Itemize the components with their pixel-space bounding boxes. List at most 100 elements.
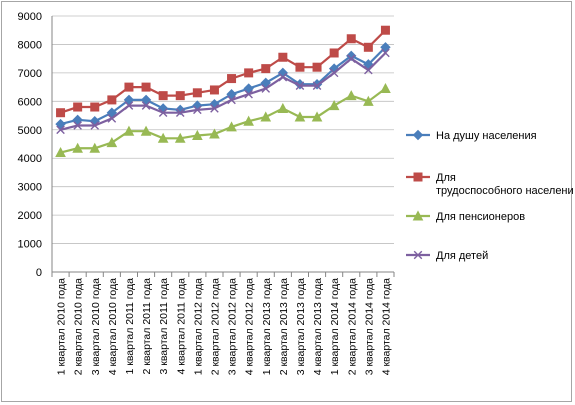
- data-point: [192, 88, 202, 98]
- data-point: [89, 142, 101, 153]
- legend-label: Для детей: [436, 250, 488, 262]
- data-point: [226, 121, 237, 132]
- data-point: [106, 137, 118, 148]
- y-tick-label: 4000: [18, 153, 42, 165]
- data-point: [364, 65, 373, 75]
- data-point: [124, 82, 134, 92]
- x-tick-label: 3 квартал 2012 года: [227, 278, 239, 375]
- legend-label-continued: трудоспособного населения: [436, 185, 573, 197]
- data-point: [295, 62, 305, 72]
- x-tick-label: 3 квартал 2014 года: [363, 278, 375, 375]
- y-tick-label: 6000: [18, 96, 42, 108]
- data-point: [72, 114, 83, 126]
- data-point: [141, 101, 151, 110]
- data-point: [174, 132, 186, 143]
- legend-label: Для: [436, 172, 456, 184]
- legend-label: На душу населения: [436, 130, 537, 142]
- data-point: [107, 114, 117, 123]
- x-tick-label: 1 квартал 2010 года: [56, 278, 68, 375]
- data-point: [55, 146, 66, 158]
- data-point: [261, 84, 271, 93]
- data-point: [346, 34, 356, 44]
- data-point: [261, 64, 271, 74]
- data-point: [380, 82, 391, 94]
- data-point: [140, 94, 152, 106]
- data-point: [123, 94, 135, 106]
- data-point: [107, 95, 117, 105]
- data-point: [209, 85, 219, 95]
- data-point: [90, 121, 100, 130]
- data-point: [260, 111, 272, 122]
- data-point: [311, 111, 323, 122]
- x-tick-label: 1 квартал 2011 года: [124, 278, 136, 375]
- x-tick-label: 1 квартал 2012 года: [192, 278, 204, 375]
- y-tick-label: 3000: [18, 182, 42, 194]
- data-point: [346, 50, 357, 62]
- data-point: [346, 54, 356, 63]
- data-point: [72, 142, 83, 153]
- legend-marker: [412, 210, 424, 221]
- data-point: [209, 128, 220, 139]
- data-point: [192, 129, 203, 140]
- data-point: [227, 74, 237, 84]
- data-point: [328, 100, 340, 111]
- data-point: [123, 125, 135, 136]
- data-point: [158, 108, 168, 118]
- data-point: [141, 82, 151, 92]
- data-point: [312, 81, 322, 90]
- data-point: [243, 83, 254, 94]
- data-point: [124, 101, 134, 110]
- data-point: [380, 25, 390, 35]
- data-point: [345, 90, 357, 101]
- data-point: [73, 121, 82, 130]
- y-tick-label: 8000: [18, 39, 42, 51]
- data-point: [55, 118, 66, 130]
- data-point: [278, 52, 288, 62]
- data-point: [381, 48, 390, 58]
- x-tick-label: 2 квартал 2013 года: [278, 278, 290, 375]
- data-point: [56, 125, 65, 135]
- data-point: [227, 95, 236, 105]
- data-point: [56, 108, 66, 118]
- y-tick-label: 7000: [18, 68, 42, 80]
- data-point: [193, 105, 202, 115]
- data-point: [226, 89, 237, 100]
- data-point: [380, 42, 391, 53]
- x-tick-label: 4 квартал 2013 года: [312, 278, 324, 375]
- series-line-4: [60, 52, 387, 131]
- data-point: [277, 102, 289, 113]
- data-point: [175, 108, 185, 118]
- data-point: [90, 102, 100, 112]
- x-tick-label: 4 квартал 2014 года: [380, 278, 392, 375]
- legend-marker: [413, 172, 423, 182]
- x-tick-label: 2 квартал 2012 года: [209, 278, 221, 375]
- x-tick-label: 2 квартал 2014 года: [346, 278, 358, 375]
- y-tick-label: 9000: [18, 11, 42, 23]
- data-point: [295, 81, 305, 90]
- x-tick-label: 1 квартал 2013 года: [261, 278, 273, 375]
- data-point: [329, 48, 339, 58]
- data-point: [210, 104, 219, 113]
- x-tick-label: 4 квартал 2010 года: [107, 278, 119, 375]
- x-tick-label: 3 квартал 2013 года: [295, 278, 307, 375]
- legend-label: Для пенсионеров: [436, 211, 525, 223]
- data-point: [329, 68, 339, 78]
- x-tick-label: 1 квартал 2014 года: [329, 278, 341, 375]
- data-point: [278, 72, 288, 82]
- data-point: [140, 125, 152, 136]
- data-point: [73, 102, 83, 112]
- x-tick-label: 3 квартал 2011 года: [158, 278, 170, 375]
- data-point: [243, 115, 254, 126]
- data-point: [363, 95, 374, 106]
- data-point: [175, 91, 185, 101]
- data-point: [363, 42, 373, 52]
- y-tick-label: 1000: [18, 239, 42, 251]
- x-tick-label: 3 квартал 2010 года: [90, 278, 102, 375]
- y-tick-label: 2000: [18, 210, 42, 222]
- data-point: [294, 111, 306, 122]
- data-point: [312, 62, 322, 72]
- data-point: [158, 91, 168, 101]
- legend-marker: [413, 250, 423, 260]
